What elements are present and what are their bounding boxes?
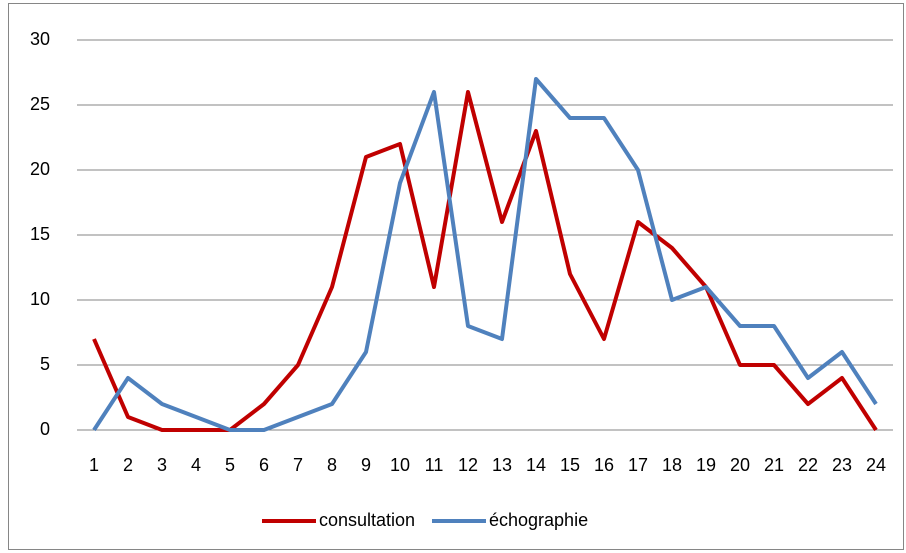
x-tick-label: 23 (832, 455, 852, 475)
x-tick-label: 14 (526, 455, 546, 475)
x-tick-label: 7 (293, 455, 303, 475)
x-tick-label: 4 (191, 455, 201, 475)
x-tick-label: 3 (157, 455, 167, 475)
x-tick-label: 10 (390, 455, 410, 475)
x-tick-label: 17 (628, 455, 648, 475)
x-tick-label: 12 (458, 455, 478, 475)
y-tick-label: 20 (30, 159, 50, 179)
y-tick-label: 10 (30, 289, 50, 309)
y-tick-label: 30 (30, 29, 50, 49)
chart-border (8, 3, 904, 550)
x-tick-label: 16 (594, 455, 614, 475)
legend-label: consultation (319, 510, 415, 530)
x-tick-label: 19 (696, 455, 716, 475)
x-tick-label: 2 (123, 455, 133, 475)
x-tick-label: 24 (866, 455, 886, 475)
x-tick-label: 21 (764, 455, 784, 475)
x-tick-label: 13 (492, 455, 512, 475)
y-tick-label: 0 (40, 419, 50, 439)
x-tick-label: 15 (560, 455, 580, 475)
y-tick-label: 25 (30, 94, 50, 114)
x-tick-label: 5 (225, 455, 235, 475)
x-tick-label: 20 (730, 455, 750, 475)
x-tick-label: 9 (361, 455, 371, 475)
x-tick-label: 11 (425, 455, 444, 475)
x-tick-label: 18 (662, 455, 682, 475)
x-tick-label: 6 (259, 455, 269, 475)
x-tick-label: 8 (327, 455, 337, 475)
x-tick-label: 1 (89, 455, 99, 475)
series-line (92, 90, 878, 432)
legend-label: échographie (489, 510, 588, 530)
y-tick-label: 5 (40, 354, 50, 374)
series-line (92, 77, 878, 432)
y-tick-label: 15 (30, 224, 50, 244)
x-tick-label: 22 (798, 455, 818, 475)
